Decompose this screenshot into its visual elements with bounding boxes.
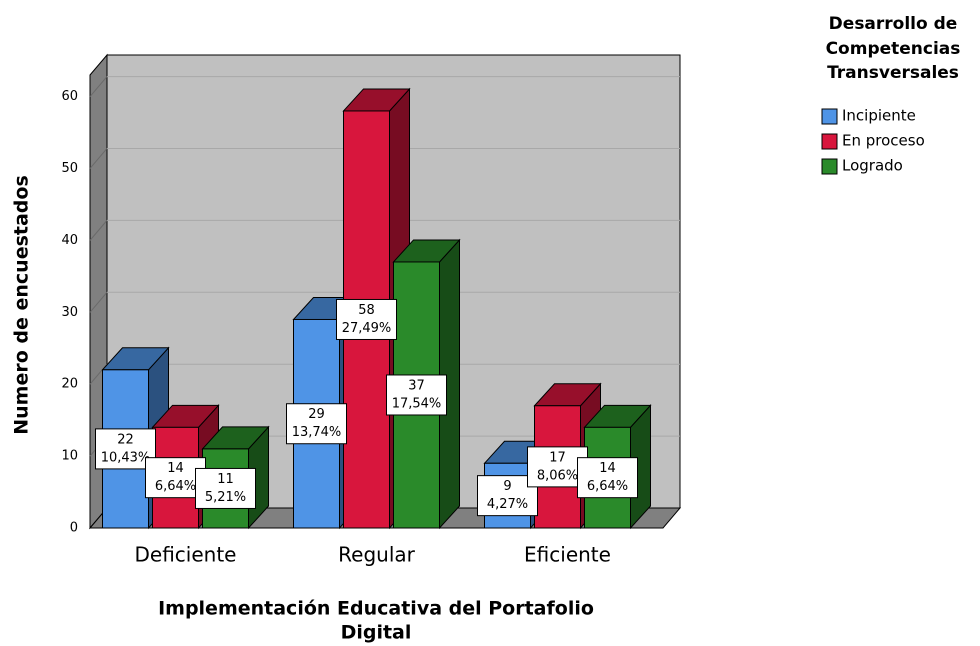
data-label: 8,06% [537, 468, 578, 483]
data-label: 9 [503, 479, 511, 494]
y-axis-title: Numero de encuestados [11, 175, 33, 435]
data-label-box [386, 374, 447, 416]
grid-line [89, 76, 108, 97]
data-label-box [336, 298, 397, 340]
y-tick-label: 40 [61, 233, 78, 248]
data-label: 11 [217, 472, 234, 487]
data-label: 17 [549, 450, 566, 465]
data-label-box [195, 467, 256, 509]
y-tick-label: 30 [61, 305, 78, 320]
x-tick-label: Eficiente [524, 543, 611, 567]
data-label: 27,49% [342, 321, 392, 336]
data-label: 14 [167, 461, 184, 476]
legend-title: Competencias [826, 39, 961, 59]
y-tick-label: 0 [70, 521, 78, 536]
data-label: 29 [308, 407, 325, 422]
y-tick-label: 60 [61, 89, 78, 104]
data-label-box [286, 403, 347, 445]
legend-title: Desarrollo de [829, 14, 958, 34]
y-tick-label: 10 [61, 449, 78, 464]
data-label: 22 [117, 432, 134, 447]
data-label: 6,64% [155, 479, 196, 494]
x-axis-title: Digital [341, 622, 412, 644]
data-label: 17,54% [392, 396, 442, 411]
y-tick-label: 50 [61, 161, 78, 176]
data-label: 14 [599, 461, 616, 476]
legend-swatch [821, 133, 838, 150]
x-tick-label: Deficiente [135, 543, 237, 567]
legend-label: Incipiente [842, 107, 916, 125]
data-label: 4,27% [487, 497, 528, 512]
grid-line [89, 220, 108, 241]
data-label: 10,43% [101, 450, 151, 465]
grid-line [89, 291, 108, 313]
legend-label: En proceso [842, 132, 925, 150]
grid-line [89, 148, 108, 169]
data-label-box [577, 457, 638, 499]
legend-label: Logrado [842, 157, 903, 175]
data-label: 58 [358, 303, 375, 318]
y-tick-label: 20 [61, 377, 78, 392]
data-label: 13,74% [292, 425, 342, 440]
legend-swatch [821, 108, 838, 125]
legend-title: Transversales [827, 63, 959, 83]
data-label: 6,64% [587, 479, 628, 494]
x-axis-title: Implementación Educativa del Portafolio [158, 598, 594, 620]
x-tick-label: Regular [338, 543, 415, 567]
data-label: 5,21% [205, 490, 246, 505]
data-label: 37 [408, 378, 425, 393]
legend-swatch [821, 158, 838, 175]
